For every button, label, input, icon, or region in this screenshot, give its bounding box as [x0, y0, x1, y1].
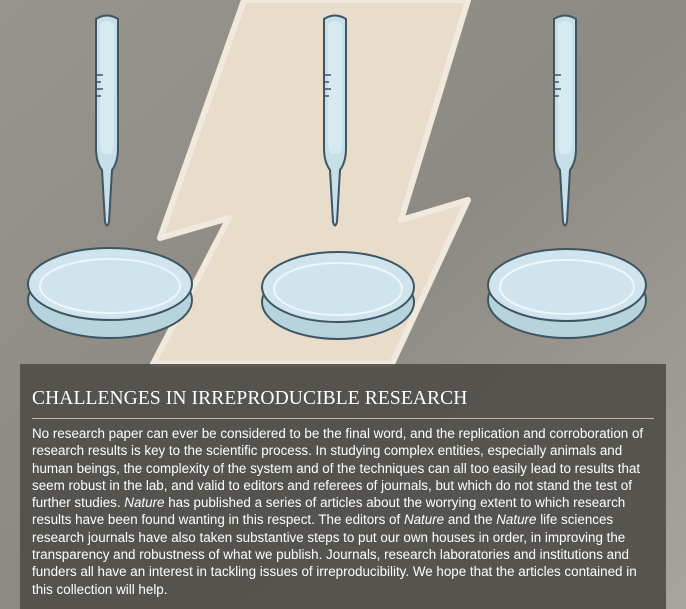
body-segment: has published a series of articles about… [32, 495, 626, 528]
pipette-icon [95, 14, 119, 227]
petri-dish-icon [27, 247, 193, 339]
petri-dish-icon [487, 248, 647, 339]
petri-dish-icon [261, 251, 415, 340]
body-segment: No research paper can ever be considered… [32, 426, 644, 511]
body-segment: and the [444, 512, 497, 528]
body-segment-italic: Nature [496, 512, 537, 528]
body-segment-italic: Nature [403, 512, 445, 528]
pipette-icon [323, 14, 347, 227]
article-panel: CHALLENGES IN IRREPRODUCIBLE RESEARCH No… [20, 364, 666, 609]
pipette-icon [553, 14, 577, 227]
body-segment: life sciences research journals have als… [32, 512, 637, 597]
title-divider [32, 418, 654, 419]
article-title: CHALLENGES IN IRREPRODUCIBLE RESEARCH [32, 388, 468, 409]
article-body: No research paper can ever be considered… [32, 425, 654, 598]
body-segment-italic: Nature [124, 495, 165, 511]
